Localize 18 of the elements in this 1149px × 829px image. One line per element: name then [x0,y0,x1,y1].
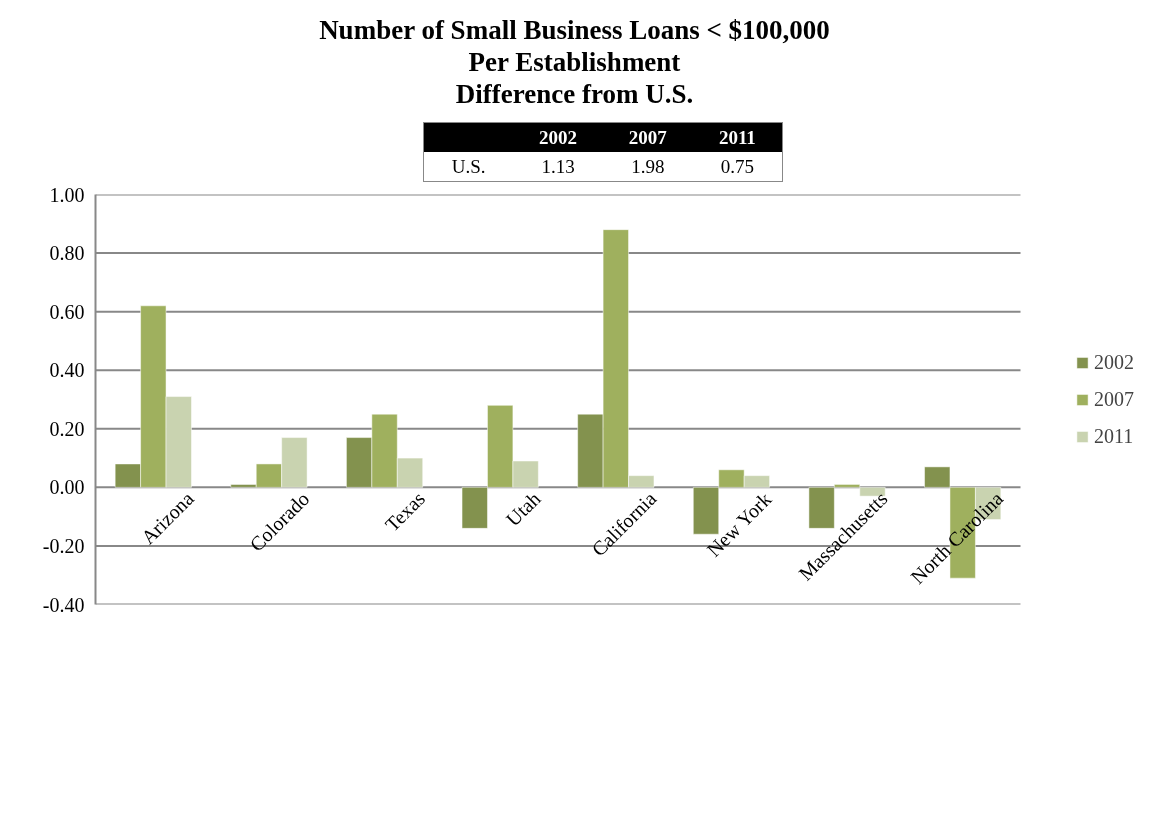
text: 1.98 [630,155,666,180]
text: U.S. [450,155,487,180]
text: 0.75 [719,155,755,180]
y-tick-label: -0.20 [42,534,85,557]
text: 1.13 [540,155,576,180]
y-tick-label: 0.00 [49,476,85,499]
chart-title: Number of Small Business Loans < $100,000 Per Establishment Difference from U.S. [318,14,831,110]
y-tick-label: 0.80 [49,242,85,265]
legend-label: 2007 [1094,387,1134,411]
x-tick-label: New York [702,487,776,561]
legend-label: 2011 [1094,424,1134,448]
y-tick-label: 1.00 [49,183,85,206]
y-tick-label: 0.40 [49,359,85,382]
y-tick-label: -0.40 [42,593,85,616]
legend-label: 2002 [1094,350,1134,374]
y-tick-label: 0.60 [49,300,85,323]
y-tick-label: 0.20 [49,417,85,440]
x-tick-label: Utah [501,487,545,531]
